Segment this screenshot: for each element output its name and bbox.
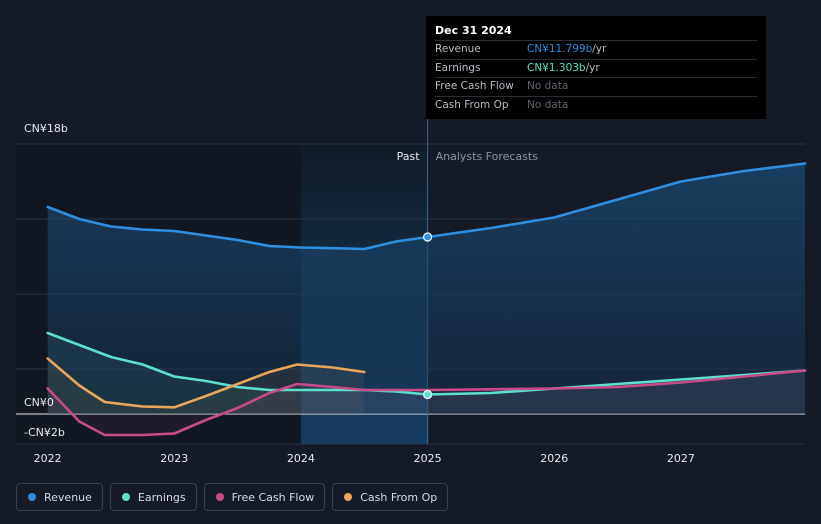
legend-label: Earnings <box>137 490 186 504</box>
tooltip-row-revenue: Revenue CN¥11.799b /yr <box>435 40 757 59</box>
earnings-dot-icon <box>121 493 130 501</box>
tooltip: Dec 31 2024 Revenue CN¥11.799b /yr Earni… <box>426 16 766 119</box>
x-tick-label: 2023 <box>160 452 188 465</box>
tooltip-row-cash-from-op: Cash From Op No data <box>435 95 757 115</box>
legend-label: Cash From Op <box>360 490 438 504</box>
tooltip-value: CN¥1.303b <box>527 61 586 74</box>
x-tick-label: 2027 <box>667 452 695 465</box>
free-cash-flow-line <box>46 369 807 437</box>
cash-from-op-area <box>47 358 365 414</box>
tooltip-value: CN¥11.799b <box>527 43 593 55</box>
earnings-line <box>46 331 807 396</box>
forecast-label: Analysts Forecasts <box>436 150 539 163</box>
free-cash-flow-area <box>47 370 805 435</box>
cash-from-op-line <box>46 357 366 409</box>
tooltip-date: Dec 31 2024 <box>435 24 512 37</box>
x-tick-label: 2022 <box>34 452 62 465</box>
revenue-marker <box>422 232 433 242</box>
legend-item-revenue[interactable]: Revenue <box>16 483 103 511</box>
free-cash-flow-dot-icon <box>215 493 224 501</box>
earnings-area <box>47 333 805 414</box>
cash-from-op-dot-icon <box>344 493 353 501</box>
x-tick-label: 2025 <box>414 452 442 465</box>
tooltip-unit: /yr <box>592 43 607 55</box>
revenue-area <box>47 163 805 414</box>
x-tick-label: 2024 <box>287 452 315 465</box>
tooltip-value: No data <box>527 98 569 111</box>
tooltip-row-free-cash-flow: Free Cash Flow No data <box>435 77 757 96</box>
tooltip-unit: /yr <box>585 61 600 74</box>
tooltip-value: No data <box>527 80 569 92</box>
tooltip-label: Revenue <box>435 43 481 55</box>
y-tick-label: CN¥0 <box>24 396 54 409</box>
legend-label: Revenue <box>44 490 92 504</box>
revenue-dot-icon <box>28 493 36 501</box>
past-label: Past <box>397 150 421 163</box>
legend-item-earnings[interactable]: Earnings <box>109 483 197 511</box>
y-tick-label: CN¥18b <box>24 122 68 135</box>
legend: Revenue Earnings Free Cash Flow Cash Fro… <box>16 483 449 511</box>
tooltip-label: Earnings <box>435 61 481 74</box>
legend-item-free-cash-flow[interactable]: Free Cash Flow <box>203 483 326 511</box>
tooltip-label: Cash From Op <box>435 98 509 111</box>
legend-item-cash-from-op[interactable]: Cash From Op <box>332 483 449 511</box>
tooltip-label: Free Cash Flow <box>435 80 514 92</box>
y-tick-label: -CN¥2b <box>24 426 65 439</box>
tooltip-row-earnings: Earnings CN¥1.303b /yr <box>435 58 757 78</box>
revenue-line <box>46 162 807 251</box>
x-tick-label: 2026 <box>540 452 568 465</box>
earnings-marker <box>422 389 433 400</box>
legend-label: Free Cash Flow <box>231 490 315 504</box>
